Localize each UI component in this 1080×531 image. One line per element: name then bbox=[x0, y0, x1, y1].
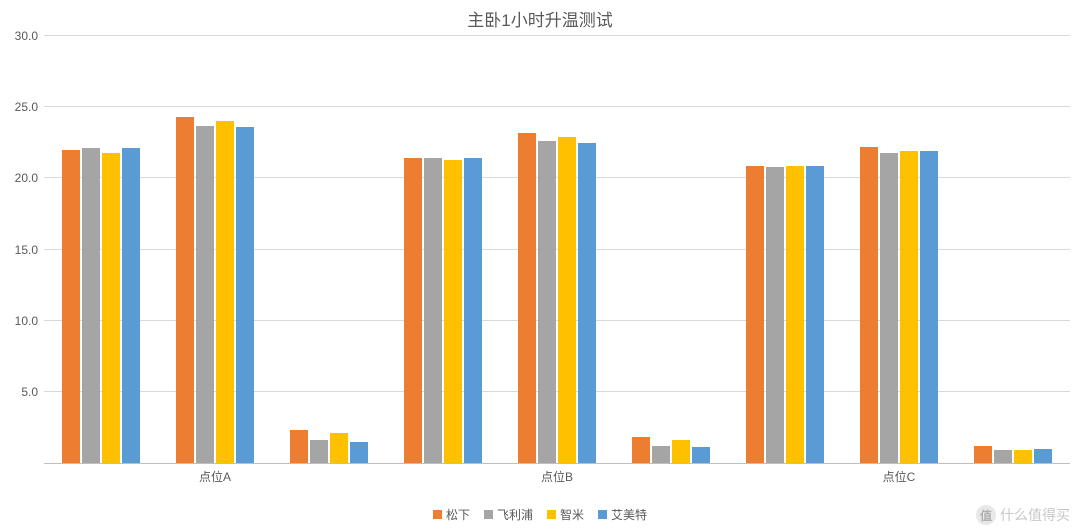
bar bbox=[310, 440, 328, 463]
legend-swatch-icon bbox=[484, 510, 493, 519]
bar-group bbox=[728, 36, 1070, 463]
bar bbox=[538, 141, 556, 463]
bar-cluster bbox=[614, 36, 728, 463]
bar bbox=[350, 442, 368, 463]
bar bbox=[290, 430, 308, 463]
bar-group bbox=[386, 36, 728, 463]
x-tick-label: 点位C bbox=[728, 468, 1070, 485]
legend-item: 智米 bbox=[547, 506, 584, 523]
bar-cluster bbox=[956, 36, 1070, 463]
bar bbox=[330, 433, 348, 463]
legend: 松下 飞利浦 智米 艾美特 bbox=[0, 506, 1080, 523]
bar-cluster bbox=[386, 36, 500, 463]
bar bbox=[746, 166, 764, 463]
legend-label: 智米 bbox=[560, 506, 584, 523]
bar bbox=[1014, 450, 1032, 463]
legend-label: 艾美特 bbox=[611, 506, 647, 523]
x-axis-labels: 点位A点位B点位C bbox=[44, 468, 1070, 485]
x-tick-label: 点位A bbox=[44, 468, 386, 485]
legend-swatch-icon bbox=[598, 510, 607, 519]
bar-cluster bbox=[44, 36, 158, 463]
bar bbox=[558, 137, 576, 463]
bar bbox=[518, 133, 536, 463]
watermark-badge-icon: 值 bbox=[976, 505, 996, 525]
bar bbox=[692, 447, 710, 463]
legend-label: 飞利浦 bbox=[497, 506, 533, 523]
legend-item: 松下 bbox=[433, 506, 470, 523]
plot-area: 0.05.010.015.020.025.030.0 bbox=[44, 36, 1070, 464]
bars-layer bbox=[44, 36, 1070, 463]
bar bbox=[236, 127, 254, 463]
bar bbox=[766, 167, 784, 463]
legend-swatch-icon bbox=[547, 510, 556, 519]
y-tick-label: 25.0 bbox=[15, 100, 38, 114]
bar-group bbox=[44, 36, 386, 463]
bar bbox=[672, 440, 690, 463]
bar bbox=[632, 437, 650, 463]
bar bbox=[652, 446, 670, 463]
bar bbox=[464, 158, 482, 463]
legend-swatch-icon bbox=[433, 510, 442, 519]
bar bbox=[404, 158, 422, 463]
bar bbox=[974, 446, 992, 463]
bar-cluster bbox=[842, 36, 956, 463]
legend-label: 松下 bbox=[446, 506, 470, 523]
bar-cluster bbox=[272, 36, 386, 463]
bar bbox=[900, 151, 918, 463]
bar bbox=[82, 148, 100, 463]
bar bbox=[102, 153, 120, 463]
bar bbox=[880, 153, 898, 463]
y-tick-label: 15.0 bbox=[15, 243, 38, 257]
bar bbox=[786, 166, 804, 463]
bar bbox=[62, 150, 80, 463]
chart-container: 主卧1小时升温测试 0.05.010.015.020.025.030.0 点位A… bbox=[0, 0, 1080, 531]
y-tick-label: 10.0 bbox=[15, 314, 38, 328]
x-tick-label: 点位B bbox=[386, 468, 728, 485]
bar-cluster bbox=[500, 36, 614, 463]
bar bbox=[424, 158, 442, 463]
bar bbox=[444, 160, 462, 463]
bar bbox=[196, 126, 214, 463]
bar bbox=[176, 117, 194, 463]
y-tick-label: 30.0 bbox=[15, 29, 38, 43]
bar bbox=[994, 450, 1012, 463]
chart-title: 主卧1小时升温测试 bbox=[0, 6, 1080, 31]
bar bbox=[578, 143, 596, 463]
bar bbox=[860, 147, 878, 463]
bar bbox=[122, 148, 140, 463]
bar bbox=[216, 121, 234, 463]
bar bbox=[806, 166, 824, 463]
watermark-text: 什么值得买 bbox=[1000, 505, 1070, 525]
bar bbox=[920, 151, 938, 463]
bar-cluster bbox=[728, 36, 842, 463]
watermark: 值 什么值得买 bbox=[976, 505, 1070, 525]
bar-cluster bbox=[158, 36, 272, 463]
legend-item: 艾美特 bbox=[598, 506, 647, 523]
legend-item: 飞利浦 bbox=[484, 506, 533, 523]
y-tick-label: 5.0 bbox=[21, 385, 38, 399]
y-tick-label: 20.0 bbox=[15, 171, 38, 185]
bar bbox=[1034, 449, 1052, 463]
